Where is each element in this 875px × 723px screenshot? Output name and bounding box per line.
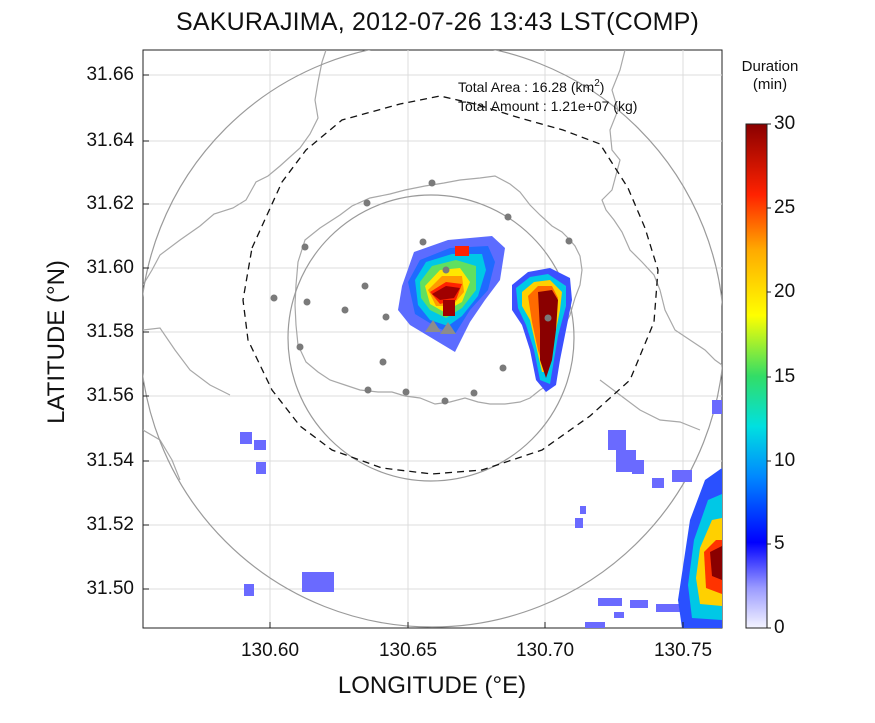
colorbar-tick: 10 (774, 450, 796, 471)
y-tick-label: 31.58 (86, 321, 134, 342)
colorbar-title: Duration (min) (722, 58, 818, 94)
y-tick-label: 31.54 (86, 450, 134, 471)
colorbar-title-line2: (min) (752, 76, 788, 93)
total-area-text: Total Area : 16.28 (km2) (458, 78, 604, 95)
x-tick-label: 130.75 (653, 640, 713, 661)
colorbar-tick: 0 (774, 617, 785, 638)
range-rings (143, 50, 722, 628)
map-title: SAKURAJIMA, 2012-07-26 13:43 LST(COMP) (175, 8, 700, 36)
x-tick-label: 130.70 (515, 640, 575, 661)
colorbar-tick: 5 (774, 533, 785, 554)
colorbar-tick: 20 (774, 281, 796, 302)
x-tick-label: 130.65 (378, 640, 438, 661)
axis-ticks (143, 74, 684, 628)
colorbar-tick: 25 (774, 197, 796, 218)
colorbar-tick: 15 (774, 366, 796, 387)
y-tick-label: 31.64 (86, 130, 134, 151)
ash-cell-southeast (678, 468, 722, 628)
y-tick-label: 31.50 (86, 578, 134, 599)
x-tick-label: 130.60 (240, 640, 300, 661)
colorbar-ticks (767, 123, 771, 629)
colorbar-title-line1: Duration (741, 58, 799, 75)
y-tick-label: 31.52 (86, 514, 134, 535)
y-tick-label: 31.60 (86, 257, 134, 278)
station-markers (270, 179, 573, 405)
colorbar (745, 123, 768, 629)
y-tick-label: 31.62 (86, 193, 134, 214)
total-amount-text: Total Amount : 1.21e+07 (kg) (458, 98, 637, 114)
colorbar-tick: 30 (774, 113, 796, 134)
ash-scatter (240, 400, 722, 628)
y-tick-label: 31.66 (86, 64, 134, 85)
plot-area (142, 49, 723, 629)
x-axis-label: LONGITUDE (°E) (337, 672, 527, 699)
ash-cell-east (512, 268, 572, 392)
y-tick-label: 31.56 (86, 385, 134, 406)
volcano-vent-icon (425, 320, 456, 334)
dashed-boundary (242, 95, 659, 475)
ash-cell-west (398, 236, 505, 352)
